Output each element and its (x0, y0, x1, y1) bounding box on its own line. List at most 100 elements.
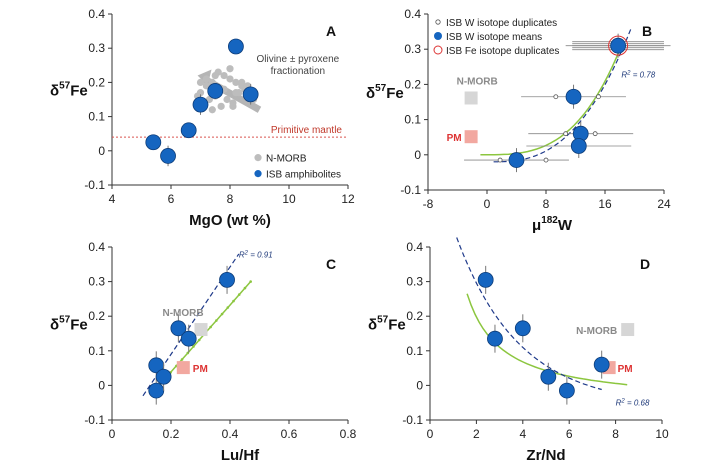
y-tick-label: 0.2 (404, 77, 421, 91)
nmorb-label: N-MORB (457, 76, 498, 87)
amphibolite-point (170, 320, 187, 337)
nmorb-point (232, 78, 240, 86)
y-tick-label: 0.4 (88, 7, 105, 21)
r2-sup: 2 (626, 70, 631, 76)
arrow-label: Olivine ± pyroxene (256, 54, 339, 65)
w-duplicate-point (543, 157, 549, 163)
y-axis-label: δ57Fe (50, 81, 88, 100)
dashed-fit-curve (456, 237, 602, 391)
amphibolite-point (540, 368, 557, 385)
r2-r: R (621, 70, 627, 79)
legend-amph-label: ISB amphibolites (266, 170, 341, 181)
amphibolite-point (242, 86, 259, 103)
pm-box (464, 130, 478, 144)
x-tick-label: 0 (109, 427, 116, 441)
x-axis-label: μ182W (532, 215, 573, 234)
green-model-curve (480, 45, 623, 156)
x-label-tail: W (558, 217, 573, 234)
x-label-sup: 182 (541, 215, 558, 226)
nmorb-point (226, 75, 234, 83)
nmorb-point (196, 78, 205, 86)
pm-label: PM (618, 364, 633, 375)
legend-fe-dup-label: ISB Fe isotope duplicates (446, 46, 559, 57)
y-tick-label: -0.1 (402, 413, 423, 427)
x-tick-label: 8 (227, 192, 234, 206)
y-tick-label: 0.3 (404, 42, 421, 56)
dashed-fit-curve (493, 27, 632, 163)
r2-r: R (239, 250, 245, 259)
y-tick-label: -0.1 (84, 178, 105, 192)
panel-d: -0.1 0 0.1 0.2 0.3 0.4 0 2 4 6 8 10 δ57Fe Zr/Nd D N-MOR… (368, 237, 669, 464)
y-tick-label: -0.1 (400, 183, 421, 197)
y-tick-label: 0 (98, 144, 105, 158)
amphibolite-point (160, 148, 176, 164)
legend-nmorb-marker (254, 154, 262, 162)
y-tick-label: 0.3 (406, 275, 423, 289)
x-tick-label: 10 (655, 427, 669, 441)
panel-letter: C (326, 256, 336, 272)
x-tick-label: 0 (427, 427, 434, 441)
x-tick-label: 0.4 (222, 427, 239, 441)
nmorb-point (238, 78, 246, 86)
amphibolite-point (207, 83, 224, 99)
amphibolite-point (487, 330, 503, 347)
nmorb-box (194, 323, 208, 337)
panel-b: -0.1 0 0.1 0.2 0.3 0.4 -8 0 8 16 24 δ57Fe μ182W B N-MO… (366, 7, 671, 234)
w-duplicate-point (497, 157, 503, 163)
w-duplicate-point (553, 94, 559, 100)
nmorb-box (464, 91, 478, 105)
nmorb-label: N-MORB (163, 308, 204, 319)
y-label-tail: Fe (70, 317, 88, 334)
y-axis-label: δ57Fe (366, 83, 404, 102)
amphibolite-point (477, 271, 494, 288)
nmorb-box (621, 323, 635, 337)
y-tick-label: 0.2 (88, 75, 105, 89)
y-axis-label: δ57Fe (368, 315, 406, 334)
x-tick-label: 2 (473, 427, 480, 441)
w-duplicate-point (592, 131, 598, 137)
amphibolite-point (148, 382, 165, 399)
x-tick-label: 16 (598, 197, 612, 211)
y-tick-label: 0.3 (88, 275, 105, 289)
legend-w-dup-marker (435, 19, 441, 25)
y-tick-label: 0.1 (88, 344, 105, 358)
pm-label: PM (447, 133, 462, 144)
fe-duplicate-ring (608, 35, 629, 56)
y-label-sup: 57 (59, 81, 71, 92)
panel-letter: B (642, 23, 652, 39)
x-tick-label: 6 (566, 427, 573, 441)
amphibolite-point (593, 356, 610, 373)
amphibolite-point (514, 320, 531, 337)
amphibolite-point (558, 382, 575, 399)
y-tick-label: 0.1 (406, 344, 423, 358)
y-tick-label: 0.4 (88, 240, 105, 254)
nmorb-point (202, 75, 210, 83)
w-duplicate-point (563, 131, 569, 137)
x-tick-label: 8 (543, 197, 550, 211)
nmorb-point (223, 95, 231, 104)
w-mean-point (508, 152, 525, 168)
y-tick-label: 0.1 (88, 110, 105, 124)
x-label-base: μ (532, 217, 541, 234)
x-tick-label: -8 (423, 197, 434, 211)
nmorb-point (217, 102, 225, 110)
amphibolite-point (227, 38, 244, 55)
y-tick-label: 0 (98, 378, 105, 392)
arrow-label: fractionation (271, 66, 325, 77)
panel-c: -0.1 0 0.1 0.2 0.3 0.4 0 0.2 0.4 0.6 0.8 δ57Fe Lu/Hf… (50, 240, 357, 464)
panel-letter: D (640, 256, 650, 272)
amphibolite-point (145, 134, 162, 151)
y-tick-label: 0.2 (406, 309, 423, 323)
legend-amph-marker (254, 170, 262, 178)
y-label-base: δ (368, 317, 377, 334)
y-tick-label: 0.2 (88, 309, 105, 323)
y-label-base: δ (366, 85, 375, 102)
y-label-tail: Fe (70, 83, 88, 100)
x-tick-label: 0.2 (163, 427, 180, 441)
x-tick-label: 4 (519, 427, 526, 441)
amphibolite-point (219, 271, 235, 288)
y-tick-label: 0.4 (404, 7, 421, 21)
x-tick-label: 10 (282, 192, 296, 206)
y-tick-label: 0.4 (406, 240, 423, 254)
y-tick-label: 0.3 (88, 41, 105, 55)
